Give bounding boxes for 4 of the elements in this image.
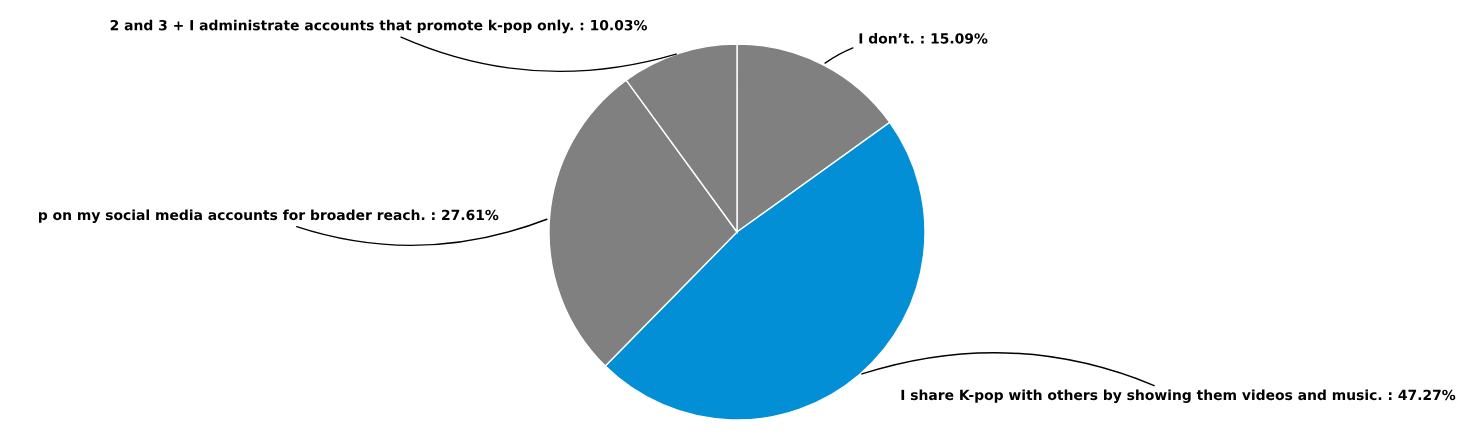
slice-label: p on my social media accounts for broader reach. : 27.61% xyxy=(38,209,499,223)
slice-label: 2 and 3 + I administrate accounts that promote k-pop only. : 10.03% xyxy=(110,19,648,34)
slice-label: I don’t. : 15.09% xyxy=(859,32,988,44)
slice-label: I share K-pop with others by showing them videos and music. : 47.27% xyxy=(901,389,1456,403)
